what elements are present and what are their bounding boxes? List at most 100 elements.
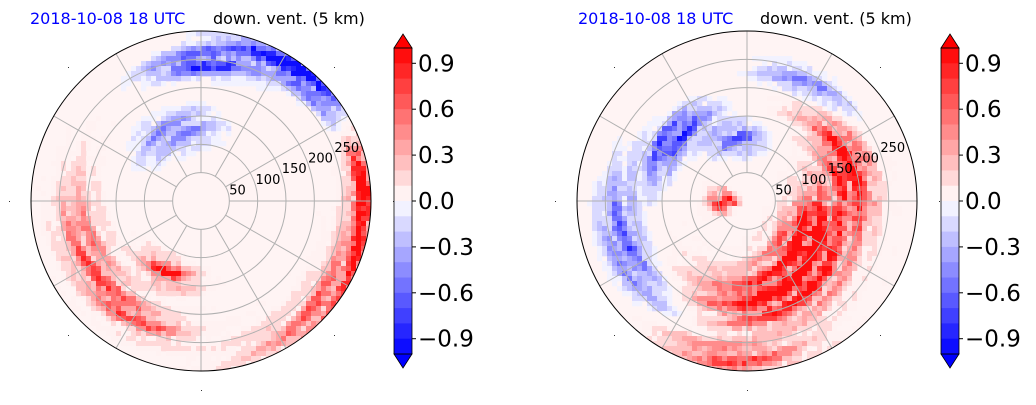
minor-tick (334, 335, 335, 336)
colorbar-segment (941, 185, 959, 202)
grid-spoke (53, 214, 177, 287)
colorbar-tick-label: 0.3 (418, 143, 455, 169)
colorbar-tick-label: −0.9 (418, 327, 474, 353)
colorbar: −0.9 −0.6 −0.3 0.0 0.3 0.6 0.9 (393, 33, 474, 369)
colorbar-segment (941, 277, 959, 294)
grid-spoke (225, 214, 349, 287)
colorbar-tick-label: −0.9 (965, 327, 1021, 353)
grid-spoke (661, 225, 734, 349)
grid-spoke (214, 53, 287, 177)
minor-tick (393, 201, 394, 202)
colorbar-segment (394, 308, 412, 324)
minor-tick (555, 201, 556, 202)
title-right: down. vent. (5 km) (760, 9, 912, 28)
radial-tick-label: 100 (256, 173, 281, 188)
grid-spoke (225, 115, 349, 188)
colorbar-segment (941, 48, 959, 64)
radial-tick-label: 250 (334, 141, 359, 156)
colorbar-segment (394, 63, 412, 79)
radial-tick-label: 250 (880, 141, 905, 156)
grid-spoke (760, 225, 833, 349)
colorbar-segment (941, 262, 959, 278)
minor-tick (201, 390, 202, 391)
colorbar-segment (941, 308, 959, 324)
colorbar-segment (394, 124, 412, 141)
colorbar: −0.9 −0.6 −0.3 0.0 0.3 0.6 0.9 (940, 33, 1021, 369)
grid-spoke (115, 225, 188, 349)
grid-spoke (771, 115, 895, 188)
colorbar-segment (941, 338, 959, 355)
colorbar-segment (394, 109, 412, 125)
grid-spoke (661, 53, 734, 177)
title-right: down. vent. (5 km) (213, 9, 365, 28)
polar-grid (577, 31, 917, 371)
colorbar-segment (941, 155, 959, 171)
grid-spoke (760, 53, 833, 177)
polar-frame (576, 30, 918, 372)
colorbar-segment (394, 170, 412, 187)
colorbar-tick-label: −0.3 (965, 235, 1021, 261)
colorbar-segment (941, 170, 959, 187)
colorbar-segment (941, 124, 959, 141)
minor-tick (68, 335, 69, 336)
polar-frame (30, 30, 372, 372)
colorbar-tick-label: 0.0 (965, 189, 1002, 215)
colorbar-segment (394, 78, 412, 95)
field-pixels (587, 56, 903, 371)
colorbar-segment (394, 216, 412, 232)
colorbar-tick-label: −0.6 (418, 281, 474, 307)
colorbar-extend-max (393, 33, 413, 49)
minor-tick (334, 67, 335, 68)
title-left: 2018-10-08 18 UTC (30, 9, 185, 28)
minor-tick (747, 390, 748, 391)
colorbar-segment (941, 292, 959, 309)
colorbar-tick-label: 0.0 (418, 189, 455, 215)
colorbar-extend-max (940, 33, 960, 49)
field-pixels (36, 31, 371, 371)
colorbar-segment (941, 93, 959, 110)
colorbar-segment (941, 216, 959, 232)
colorbar-segment (394, 48, 412, 64)
colorbar-tick-label: −0.3 (418, 235, 474, 261)
grid-spoke (53, 115, 177, 188)
grid-spoke (599, 214, 723, 287)
colorbar-segment (941, 201, 959, 217)
colorbar-segment (941, 109, 959, 125)
colorbar-segment (394, 155, 412, 171)
radial-tick-label: 200 (854, 152, 879, 167)
colorbar-tick-label: 0.6 (418, 97, 455, 123)
colorbar-segment (394, 292, 412, 309)
grid-spoke (771, 214, 895, 287)
radial-tick-label: 50 (775, 183, 792, 198)
grid-spoke (214, 225, 287, 349)
minor-tick (614, 67, 615, 68)
minor-tick (939, 201, 940, 202)
colorbar-tick-label: −0.6 (965, 281, 1021, 307)
grid-spoke (115, 53, 188, 177)
radial-tick-label: 150 (282, 162, 307, 177)
colorbar-segment (394, 201, 412, 217)
colorbar-tick-label: 0.3 (965, 143, 1002, 169)
polar-grid (31, 31, 371, 371)
minor-tick (880, 335, 881, 336)
colorbar-segment (941, 323, 959, 340)
title-left: 2018-10-08 18 UTC (578, 9, 733, 28)
colorbar-segment (941, 63, 959, 79)
colorbar-segment (394, 93, 412, 110)
minor-tick (880, 67, 881, 68)
colorbar-tick-label: 0.6 (965, 97, 1002, 123)
minor-tick (9, 201, 10, 202)
minor-tick (614, 335, 615, 336)
colorbar-segment (941, 139, 959, 156)
colorbar-segment (394, 323, 412, 340)
grid-spoke (599, 115, 723, 188)
colorbar-extend-min (940, 353, 960, 369)
colorbar-tick-label: 0.9 (965, 51, 1002, 77)
colorbar-segment (394, 338, 412, 355)
colorbar-segment (394, 262, 412, 278)
radial-tick-label: 100 (802, 173, 827, 188)
radial-tick-label: 50 (229, 183, 246, 198)
